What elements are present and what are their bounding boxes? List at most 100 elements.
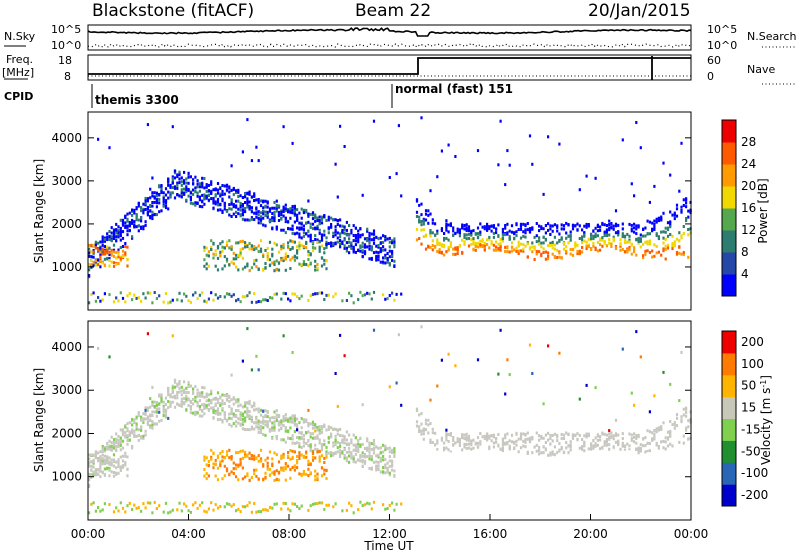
velocity-cell (621, 441, 624, 445)
velocity-cell (119, 467, 122, 471)
velocity-cell (372, 442, 376, 446)
power-cell (259, 247, 263, 251)
velocity-cell (386, 470, 389, 474)
power-cell (320, 215, 324, 219)
power-cell (99, 250, 102, 254)
velocity-cell (103, 447, 106, 451)
power-cell (262, 206, 265, 210)
velocity-cell (361, 442, 364, 446)
power-cell (508, 229, 511, 233)
velocity-cell (540, 463, 543, 467)
power-cell (126, 264, 129, 268)
velocity-cell (287, 464, 290, 468)
velocity-cell (388, 471, 391, 475)
power-cell (429, 245, 432, 249)
velocity-cell (395, 502, 398, 506)
power-cell (635, 232, 638, 236)
velocity-cell (680, 420, 683, 424)
power-cell (117, 299, 120, 303)
velocity-cell (108, 447, 111, 451)
power-cell (535, 250, 538, 253)
velocity-cell (334, 443, 337, 447)
power-cell (302, 208, 305, 212)
power-cell (635, 227, 638, 231)
velocity-cell (103, 502, 106, 506)
velocity-cell (162, 406, 165, 410)
power-cell (119, 246, 122, 249)
velocity-cell (131, 428, 134, 432)
power-cell (372, 241, 376, 245)
velocity-cell (311, 502, 315, 506)
power-cell (212, 199, 215, 203)
velocity-cell (103, 459, 106, 463)
power-cell (198, 204, 201, 208)
power-cell (112, 243, 116, 247)
power-cell (400, 292, 403, 296)
power-cell (97, 137, 100, 141)
velocity-cell (196, 506, 199, 510)
power-cell (253, 292, 256, 296)
velocity-cell (216, 506, 220, 510)
velocity-cell (140, 415, 143, 419)
velocity-cell (492, 453, 495, 457)
power-cell (287, 227, 290, 231)
power-cell (372, 229, 376, 233)
velocity-cell (155, 401, 158, 404)
power-cell (273, 219, 276, 223)
velocity-cell (583, 449, 586, 453)
velocity-cell (662, 446, 665, 450)
velocity-cell (255, 416, 258, 420)
power-cell (205, 189, 208, 193)
power-cell (330, 225, 333, 229)
velocity-cell (173, 385, 177, 389)
power-cell (318, 231, 321, 235)
velocity-cell (336, 450, 339, 454)
velocity-cell (101, 447, 104, 451)
time-tick-label: 00:00 (674, 527, 709, 541)
power-cell (99, 240, 102, 244)
velocity-cell (687, 425, 690, 429)
power-cell (117, 248, 120, 252)
velocity-cell (415, 437, 419, 441)
velocity-cell (296, 436, 299, 439)
power-cell (517, 228, 520, 231)
power-colorbar-frame (721, 119, 737, 297)
velocity-cell (106, 445, 109, 449)
power-cell (556, 248, 559, 252)
power-cell (314, 268, 317, 272)
power-cell (248, 291, 251, 295)
power-cell (239, 240, 242, 244)
velocity-cell (235, 475, 238, 479)
velocity-cell (384, 458, 387, 462)
power-cell (361, 193, 364, 197)
power-cell (151, 194, 154, 198)
power-cell (293, 240, 296, 244)
velocity-cell (605, 439, 608, 443)
velocity-cell (253, 454, 256, 458)
power-cell (205, 267, 208, 271)
power-cell (526, 255, 529, 259)
noise-sky-tick-top: 10^5 (51, 23, 81, 36)
velocity-cell (173, 396, 177, 400)
velocity-cell (142, 436, 145, 440)
velocity-cell (343, 456, 346, 460)
velocity-cell (216, 397, 220, 401)
velocity-cell (359, 459, 362, 463)
power-cell (293, 209, 296, 213)
power-cell (436, 238, 439, 242)
velocity-cell (614, 455, 618, 459)
power-cell (506, 222, 509, 226)
power-cell (140, 299, 143, 303)
power-cell (497, 246, 500, 250)
velocity-cell (164, 403, 168, 406)
power-cell (289, 216, 292, 220)
velocity-cell (155, 414, 158, 418)
power-cell (671, 242, 674, 245)
velocity-cell (101, 471, 104, 475)
power-cell (316, 266, 319, 270)
velocity-cell (655, 427, 658, 431)
velocity-cell (673, 450, 676, 454)
velocity-cell (526, 452, 529, 455)
velocity-cell (452, 462, 455, 466)
velocity-cell (280, 457, 283, 460)
